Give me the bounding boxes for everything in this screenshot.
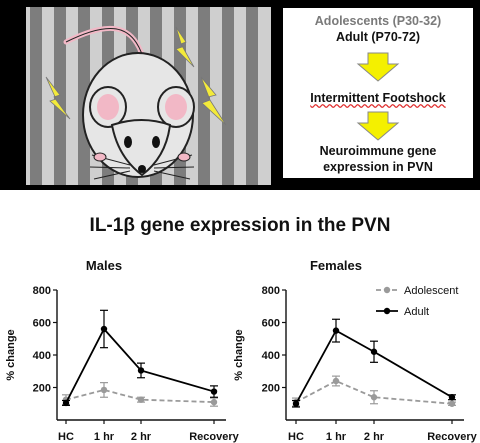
data-point-adolescent (332, 377, 340, 385)
data-point-adult (137, 367, 145, 374)
data-point-adult (62, 399, 70, 407)
data-point-adolescent (370, 394, 378, 401)
y-tick-label: 200 (33, 383, 51, 395)
outcome-label-line1: Neuroimmune gene (319, 144, 437, 158)
series-line-adolescent (65, 389, 215, 404)
y-tick-label: 400 (262, 350, 280, 362)
x-tick-label: 1 hr (326, 431, 347, 443)
series-line-adolescent (295, 380, 453, 405)
panel-title-males: Males (86, 258, 122, 273)
data-point-adolescent (210, 398, 218, 406)
data-point-adult (100, 325, 108, 333)
adult-group-label: Adult (P70-72) (335, 30, 421, 44)
y-tick-label: 800 (33, 285, 51, 297)
y-axis-label: % change (233, 329, 245, 380)
down-arrow-icon (283, 111, 473, 146)
data-point-adolescent (100, 386, 108, 394)
down-arrow-icon (283, 52, 473, 87)
footshock-step-label: Intermittent Footshock (310, 91, 446, 105)
x-tick-label: HC (288, 431, 304, 443)
series-line-adult (65, 327, 215, 404)
data-point-adolescent (448, 400, 456, 407)
y-tick-label: 200 (262, 383, 280, 395)
data-point-adult (448, 394, 456, 401)
legend-label-adult: Adult (404, 306, 429, 318)
panel-title-females: Females (310, 258, 362, 273)
x-tick-label: Recovery (189, 431, 239, 443)
mouse-cage-icon (26, 7, 271, 185)
y-axis-label: % change (5, 329, 17, 380)
x-tick-label: 1 hr (94, 431, 115, 443)
data-point-adult (370, 348, 378, 355)
x-tick-label: HC (58, 431, 74, 443)
experiment-flowchart: Adolescents (P30-32) Adult (P70-72) Inte… (283, 8, 473, 178)
figure-title: IL-1β gene expression in the PVN (89, 215, 391, 236)
data-point-adult (210, 388, 218, 395)
data-point-adolescent (137, 396, 145, 403)
y-tick-label: 600 (33, 318, 51, 330)
mouse-in-cage-illustration (26, 7, 271, 185)
x-tick-label: 2 hr (364, 431, 385, 443)
x-tick-label: Recovery (427, 431, 477, 443)
adolescent-group-label: Adolescents (P30-32) (314, 14, 442, 28)
x-tick-label: 2 hr (131, 431, 152, 443)
series-line-adult (295, 329, 453, 405)
y-tick-label: 400 (33, 350, 51, 362)
legend-label-adolescent: Adolescent (404, 285, 458, 297)
data-point-adult (332, 327, 340, 334)
experiment-banner: Adolescents (P30-32) Adult (P70-72) Inte… (0, 0, 480, 190)
y-tick-label: 600 (262, 318, 280, 330)
legend-marker-adolescent (383, 286, 391, 294)
y-tick-label: 800 (262, 285, 280, 297)
data-point-adult (292, 400, 300, 407)
legend-marker-adult (383, 307, 391, 315)
outcome-label-line2: expression in PVN (323, 160, 433, 174)
